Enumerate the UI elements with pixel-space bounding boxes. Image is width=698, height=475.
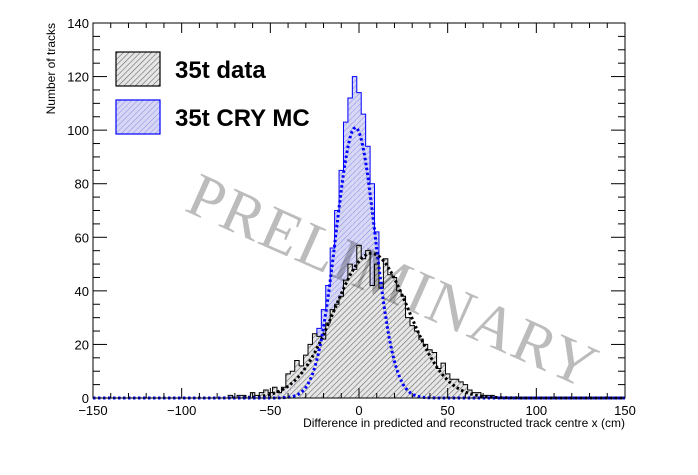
legend-swatch <box>115 51 161 87</box>
histogram-bar <box>339 170 344 398</box>
histogram-bar <box>352 76 357 399</box>
histogram-bar <box>343 122 348 398</box>
histogram-bar <box>361 258 366 398</box>
histogram-bar <box>316 336 322 398</box>
histogram-bar <box>383 258 388 398</box>
y-tick-label: 0 <box>82 391 89 406</box>
histogram-bar <box>308 344 313 398</box>
histogram-bar <box>361 114 366 399</box>
legend-label: 35t data <box>175 57 266 84</box>
histogram-bar <box>254 395 260 398</box>
histogram-bar <box>445 373 450 398</box>
histogram-bar <box>370 285 375 398</box>
legend-swatch <box>115 99 161 135</box>
histogram-bar <box>312 333 317 398</box>
histogram-bar <box>458 381 464 398</box>
histogram-bar <box>378 288 384 398</box>
x-axis-title: Difference in predicted and reconstructe… <box>303 416 625 430</box>
histogram-bar <box>414 331 419 398</box>
histogram-bar <box>365 250 371 398</box>
histogram-bar <box>374 264 379 398</box>
y-axis-title: Number of tracks <box>44 23 58 114</box>
y-tick-label: 40 <box>75 284 89 299</box>
histogram-bar <box>352 269 357 398</box>
histogram-bar <box>276 392 282 398</box>
histogram-bar <box>485 395 490 398</box>
y-tick-label: 140 <box>67 16 89 31</box>
histogram-bar <box>392 277 397 398</box>
histogram-bar <box>263 389 269 398</box>
x-tick-label: −100 <box>167 403 196 418</box>
axes: −150 −100 −50 0 50 100 150 0 20 40 60 80 100 120 140 <box>67 16 636 418</box>
x-tick-label: 50 <box>440 403 454 418</box>
y-tick-label: 20 <box>75 337 89 352</box>
histogram-bar <box>396 290 402 398</box>
histogram-bar <box>427 349 433 398</box>
y-tick-label: 80 <box>75 177 89 192</box>
legend-entry: 35t CRY MC <box>115 99 310 135</box>
histogram-bar <box>423 344 428 398</box>
histogram-bar <box>476 392 481 398</box>
histogram-bar <box>294 360 300 398</box>
histogram-bar <box>467 389 473 398</box>
histogram-bar <box>463 384 468 398</box>
histogram-bar <box>299 365 304 398</box>
x-tick-label: −150 <box>78 403 107 418</box>
histogram-bar <box>441 363 446 398</box>
histogram-bar <box>472 392 477 398</box>
histogram-bar <box>418 339 424 398</box>
legend: 35t data 35t CRY MC <box>115 51 310 135</box>
histogram-bar <box>303 355 309 398</box>
histogram-bar <box>401 296 406 398</box>
y-tick-label: 60 <box>75 230 89 245</box>
x-tick-label: 100 <box>525 403 547 418</box>
x-tick-label: −50 <box>259 403 281 418</box>
legend-entry: 35t data <box>115 51 266 87</box>
legend-label: 35t CRY MC <box>175 105 310 132</box>
histogram-outline <box>223 244 504 399</box>
histogram-bar <box>436 368 442 398</box>
histogram-bar <box>347 98 353 398</box>
y-tick-label: 100 <box>67 123 89 138</box>
histogram-bar <box>343 280 348 398</box>
histogram-35t-data <box>223 244 504 399</box>
histogram-bar <box>356 245 362 398</box>
x-tick-label: 0 <box>355 403 362 418</box>
histogram-bar <box>325 323 331 398</box>
histogram-bar <box>405 317 410 398</box>
x-tick-label: 150 <box>614 403 636 418</box>
histogram-bar <box>334 304 340 398</box>
histogram-bar <box>290 371 295 398</box>
y-tick-label: 120 <box>67 70 89 85</box>
histogram-bar <box>347 264 353 398</box>
histogram-bar <box>259 392 264 398</box>
histogram-bar <box>281 387 286 398</box>
histogram-bar <box>409 325 415 398</box>
histogram-bar <box>330 309 335 398</box>
histogram-bar <box>321 339 326 398</box>
histogram-bar <box>339 296 344 398</box>
histogram-bar <box>432 352 437 398</box>
histograms <box>223 76 504 399</box>
histogram-bar <box>449 379 455 398</box>
